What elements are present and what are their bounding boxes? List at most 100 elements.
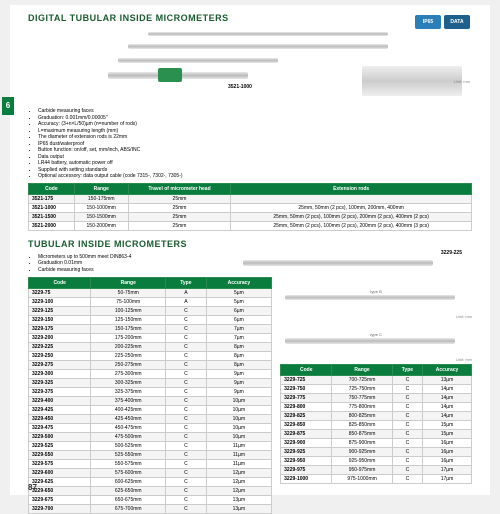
table-cell: 150-175mm [74,194,128,203]
table-cell: C [166,333,207,342]
table-cell: 16µm [423,447,472,456]
table-cell: C [166,360,207,369]
table-cell: C [166,504,207,513]
table-cell: 14µm [423,402,472,411]
table-cell: 925-950mm [332,456,392,465]
table-cell: 3229-500 [29,432,91,441]
table-cell: 150-2000mm [74,221,128,230]
table-cell: 375-400mm [91,396,166,405]
table-cell: 10µm [206,423,271,432]
col-header: Type [392,364,422,375]
table-cell: 750-775mm [332,393,392,402]
table-cell: 100-125mm [91,306,166,315]
product-illustration-1: 3521-1000 [28,26,472,106]
table-cell: 475-500mm [91,432,166,441]
table-cell: 150-1000mm [74,203,128,212]
table-cell: 3229-200 [29,333,91,342]
unit-label: Unit: mm [454,79,470,84]
table-cell: 3229-825 [281,411,332,420]
table-cell: 675-700mm [91,504,166,513]
table-cell: 14µm [423,384,472,393]
table-cell: C [392,438,422,447]
table-cell: A [166,288,207,297]
table-cell: 3229-475 [29,423,91,432]
table-cell: 3229-725 [281,375,332,384]
table-cell: 3229-875 [281,429,332,438]
col-header: Range [91,277,166,288]
table-cell: 12µm [206,477,271,486]
table-cell: 900-925mm [332,447,392,456]
table-cell: 3229-450 [29,414,91,423]
col-header: Code [29,183,75,194]
feature-item: Optional accessory: data output cable (c… [38,173,472,180]
table-cell: C [392,456,422,465]
table-cell: 3229-925 [281,447,332,456]
table-cell: 9µm [206,378,271,387]
table-cell: 3229-575 [29,459,91,468]
type-c-illustration: type C [280,332,472,354]
table-cell: 10µm [206,396,271,405]
table-cell: 3229-800 [281,402,332,411]
table-cell: 875-900mm [332,438,392,447]
table-cell: 425-450mm [91,414,166,423]
table-cell: 17µm [423,474,472,483]
table-cell: 8µm [206,342,271,351]
table-cell: 5µm [206,288,271,297]
table-cell: C [166,486,207,495]
table-cell: 11µm [206,441,271,450]
table-cell: 3229-275 [29,360,91,369]
table-cell: 13µm [423,375,472,384]
table-cell: 700-725mm [332,375,392,384]
table-cell: 3521-1000 [29,203,75,212]
table-cell: C [166,306,207,315]
table-cell: 3229-700 [29,504,91,513]
table-cell: C [166,342,207,351]
table-cell: C [392,474,422,483]
table-cell: 3229-375 [29,387,91,396]
table-cell: C [392,465,422,474]
col-header: Range [332,364,392,375]
table-cell: A [166,297,207,306]
table-cell: 800-825mm [332,411,392,420]
table-cell: C [392,375,422,384]
table-cell: C [166,405,207,414]
table-cell: 3229-900 [281,438,332,447]
col-header: Code [281,364,332,375]
table-cell: 3229-125 [29,306,91,315]
table-cell: 25mm [128,212,231,221]
table-cell: 25mm [128,194,231,203]
table-cell: 525-550mm [91,450,166,459]
table-cell: 12µm [206,486,271,495]
table-cell: 3229-525 [29,441,91,450]
table-cell: 17µm [423,465,472,474]
table-cell: 3229-75 [29,288,91,297]
table-cell: 325-375mm [91,387,166,396]
table-cell: 450-475mm [91,423,166,432]
table-cell: 175-200mm [91,333,166,342]
table-cell: 14µm [423,393,472,402]
table-cell: 3229-1000 [281,474,332,483]
table-cell: 3229-300 [29,369,91,378]
section-tab: 6 [2,97,14,115]
table-cell: 15µm [423,420,472,429]
table-cell: 400-425mm [91,405,166,414]
table-cell: C [166,441,207,450]
table-cell: 10µm [206,414,271,423]
table-cell: 25mm, 50mm (2 pcs), 100mm (2 pcs), 200mm… [231,212,472,221]
table-cell: 3229-100 [29,297,91,306]
table-cell: 6µm [206,315,271,324]
table-cell: 13µm [206,504,271,513]
table-cell: 3229-600 [29,468,91,477]
col-header: Code [29,277,91,288]
table-cell: 150-175mm [91,324,166,333]
table-cell: 3521-1500 [29,212,75,221]
type-b-illustration: type B [280,289,472,311]
table-cell: 9µm [206,387,271,396]
table-cell: C [166,369,207,378]
table-cell: 3229-775 [281,393,332,402]
table-cell: 150-1500mm [74,212,128,221]
features-list-2: Micrometers up to 500mm meet DIN863-4Gra… [28,254,223,274]
table-cell: 10µm [206,405,271,414]
table-cell: 3229-425 [29,405,91,414]
table-cell: 3229-650 [29,486,91,495]
